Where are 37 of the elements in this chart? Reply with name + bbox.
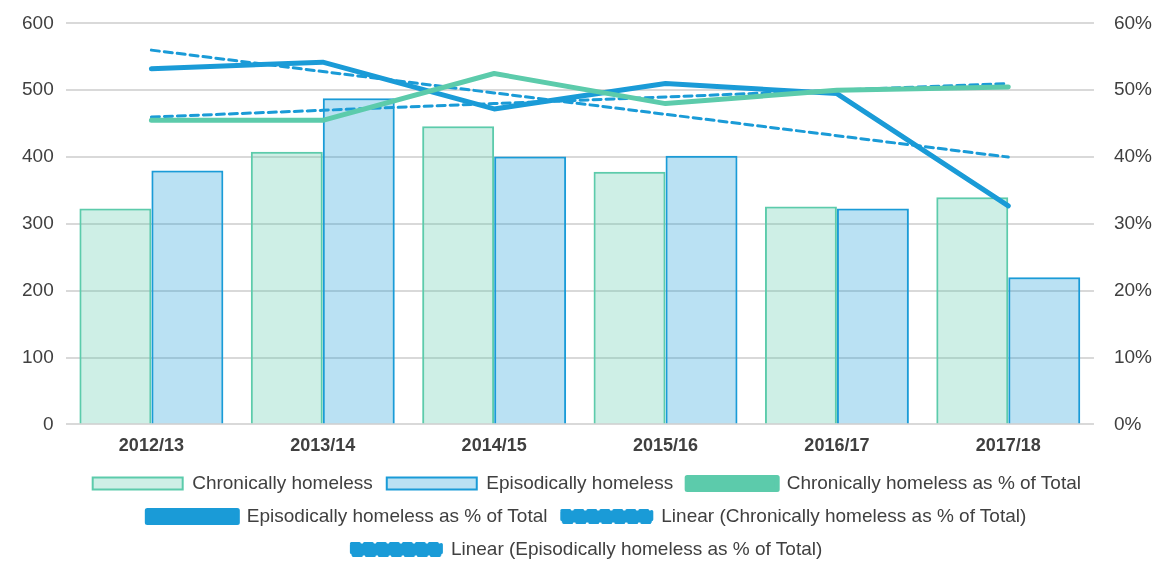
bar [494, 156, 567, 424]
legend-label: Chronically homeless as % of Total [786, 471, 1081, 493]
y2-tick-label: 10% [1113, 345, 1153, 367]
y-tick-label: 200 [22, 278, 54, 300]
y2-tick-label: 40% [1113, 145, 1153, 167]
bar [764, 206, 837, 424]
legend-label: Linear (Chronically homeless as % of Total) [661, 504, 1027, 526]
y-tick-label: 100 [22, 345, 54, 367]
y-tick-label: 300 [22, 212, 54, 234]
legend-label: Episodically homeless as % of Total [246, 504, 548, 526]
y2-tick-label: 0% [1113, 412, 1142, 434]
bar [936, 197, 1009, 424]
legend-label: Linear (Episodically homeless as % of Total) [450, 537, 823, 559]
bar [422, 126, 495, 424]
bar [79, 208, 152, 424]
y-tick-label: 0 [43, 412, 54, 434]
y2-tick-label: 20% [1113, 278, 1153, 300]
y2-tick-label: 50% [1113, 78, 1153, 100]
y-tick-label: 400 [22, 145, 54, 167]
y-tick-label: 600 [22, 11, 54, 33]
bar [151, 170, 224, 424]
bar [593, 171, 666, 424]
bar [250, 151, 323, 424]
x-tick-label: 2017/18 [975, 435, 1041, 456]
y2-tick-label: 30% [1113, 212, 1153, 234]
x-tick-label: 2015/16 [632, 435, 699, 456]
legend-label: Chronically homeless [192, 471, 373, 493]
x-tick-label: 2016/17 [804, 435, 870, 456]
legend-label: Episodically homeless [486, 471, 674, 493]
y2-tick-label: 60% [1113, 11, 1153, 33]
y-tick-label: 500 [22, 78, 54, 100]
x-tick-label: 2012/13 [118, 435, 184, 456]
bar [1008, 277, 1081, 424]
bar [836, 208, 909, 424]
x-tick-label: 2013/14 [290, 435, 356, 456]
x-tick-label: 2014/15 [461, 435, 527, 456]
bar [665, 155, 738, 424]
